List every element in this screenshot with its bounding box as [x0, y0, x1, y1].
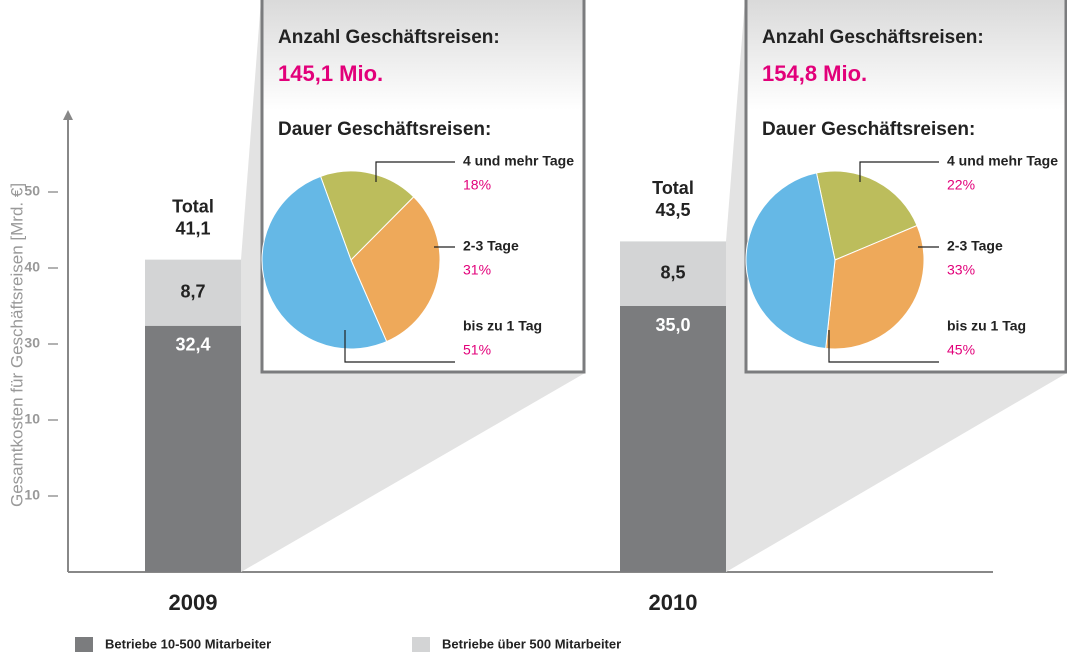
pie-slice — [825, 224, 925, 350]
legend-label: Betriebe 10-500 Mitarbeiter — [105, 636, 271, 651]
pie-label: 2-3 Tage — [463, 238, 519, 254]
inset-title: Anzahl Geschäftsreisen: — [278, 27, 500, 48]
y-tick-label: 10 — [24, 487, 40, 503]
bar-segment — [620, 241, 726, 306]
legend-swatch — [412, 637, 430, 652]
pie-label: bis zu 1 Tag — [947, 318, 1026, 334]
pie-label: 4 und mehr Tage — [463, 153, 574, 169]
legend-swatch — [75, 637, 93, 652]
total-label: Total — [652, 178, 694, 198]
y-tick-label: 30 — [24, 335, 40, 351]
x-tick-label: 2010 — [649, 590, 698, 615]
pie-slice — [261, 175, 388, 350]
y-tick-label: 50 — [24, 183, 40, 199]
inset-annotation: 154,8 Mio. — [762, 61, 867, 86]
zoom-wedge — [726, 0, 1067, 572]
zoom-wedge — [241, 0, 585, 572]
pie-value-label: 18% — [463, 177, 491, 193]
pie-value-label: 22% — [947, 177, 975, 193]
pie-value-label: 51% — [463, 342, 491, 358]
x-tick-label: 2009 — [169, 590, 218, 615]
bar-segment — [145, 259, 241, 326]
bar-segment — [145, 325, 241, 572]
pie-slice — [350, 196, 441, 343]
total-value: 41,1 — [175, 218, 210, 238]
inset-subtitle: Dauer Geschäftsreisen: — [278, 119, 491, 140]
total-value: 43,5 — [655, 200, 690, 220]
inset-annotation: 145,1 Mio. — [278, 61, 383, 86]
inset-title: Anzahl Geschäftsreisen: — [762, 27, 984, 48]
y-tick-label: 40 — [24, 259, 40, 275]
bar-segment — [620, 306, 726, 572]
leader-line — [859, 161, 939, 182]
total-label: Total — [172, 196, 214, 216]
y-axis-arrow — [63, 110, 73, 120]
y-tick-label: 10 — [24, 411, 40, 427]
leader-line — [344, 330, 455, 363]
legend-label: Betriebe über 500 Mitarbeiter — [442, 636, 621, 651]
pie-value-label: 31% — [463, 262, 491, 278]
bar-value-label: 8,7 — [180, 281, 205, 301]
bar-value-label: 8,5 — [660, 262, 685, 282]
pie-slice — [319, 170, 415, 261]
pie-label: bis zu 1 Tag — [463, 318, 542, 334]
pie-slice — [745, 172, 836, 350]
bar-value-label: 35,0 — [655, 315, 690, 335]
pie-value-label: 45% — [947, 342, 975, 358]
inset-subtitle: Dauer Geschäftsreisen: — [762, 119, 975, 140]
leader-line — [828, 330, 939, 363]
pie-value-label: 33% — [947, 262, 975, 278]
bar-value-label: 32,4 — [175, 335, 210, 355]
pie-label: 4 und mehr Tage — [947, 153, 1058, 169]
leader-line — [375, 161, 455, 182]
pie-label: 2-3 Tage — [947, 238, 1003, 254]
pie-slice — [815, 170, 918, 261]
y-axis-label: Gesamtkosten für Geschäftsreisen [Mrd. €… — [7, 183, 26, 507]
